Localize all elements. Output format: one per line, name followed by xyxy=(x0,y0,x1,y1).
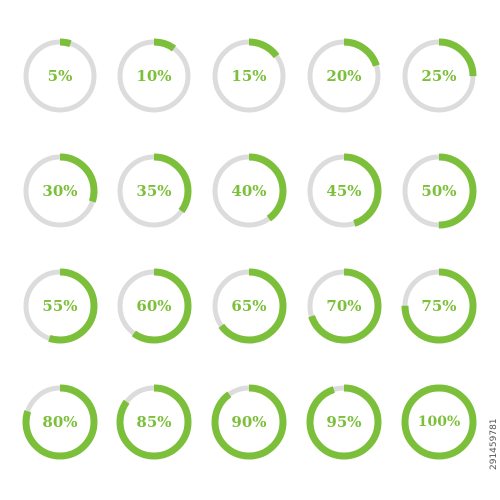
progress-ring-35: 35% xyxy=(116,153,192,229)
ring-percent-label: 75% xyxy=(421,297,457,315)
ring-progress-arc xyxy=(211,38,287,114)
progress-ring-30: 30% xyxy=(22,153,98,229)
ring-progress-arc xyxy=(116,153,192,229)
progress-ring-25: 25% xyxy=(401,38,477,114)
progress-ring-40: 40% xyxy=(211,153,287,229)
ring-percent-label: 40% xyxy=(231,182,267,200)
ring-progress-arc xyxy=(211,153,287,229)
ring-progress-arc xyxy=(22,38,98,114)
progress-ring-60: 60% xyxy=(116,268,192,344)
ring-progress-arc xyxy=(401,384,477,460)
progress-ring-65: 65% xyxy=(211,268,287,344)
ring-progress-arc xyxy=(306,384,382,460)
progress-ring-10: 10% xyxy=(116,38,192,114)
ring-percent-label: 20% xyxy=(326,67,362,85)
ring-progress-arc xyxy=(116,384,192,460)
ring-progress-arc xyxy=(401,268,477,344)
progress-ring-95: 95% xyxy=(306,384,382,460)
ring-progress-arc xyxy=(306,153,382,229)
ring-percent-label: 35% xyxy=(136,182,172,200)
ring-progress-arc xyxy=(116,38,192,114)
progress-ring-100: 100% xyxy=(401,384,477,460)
ring-percent-label: 95% xyxy=(326,413,362,431)
progress-ring-75: 75% xyxy=(401,268,477,344)
ring-percent-label: 85% xyxy=(136,413,172,431)
ring-progress-arc xyxy=(401,38,477,114)
ring-progress-arc xyxy=(306,268,382,344)
ring-progress-arc xyxy=(306,38,382,114)
stock-id-text: 291459781 xyxy=(489,418,499,470)
ring-percent-label: 100% xyxy=(417,414,461,430)
stock-id-watermark: 291459781 xyxy=(489,418,499,480)
ring-percent-label: 25% xyxy=(421,67,457,85)
progress-ring-90: 90% xyxy=(211,384,287,460)
ring-percent-label: 55% xyxy=(42,297,78,315)
progress-ring-50: 50% xyxy=(401,153,477,229)
ring-percent-label: 10% xyxy=(136,67,172,85)
ring-percent-label: 80% xyxy=(42,413,78,431)
ring-percent-label: 5% xyxy=(47,67,73,85)
progress-ring-15: 15% xyxy=(211,38,287,114)
ring-percent-label: 45% xyxy=(326,182,362,200)
ring-percent-label: 60% xyxy=(136,297,172,315)
ring-percent-label: 15% xyxy=(231,67,267,85)
ring-percent-label: 65% xyxy=(231,297,267,315)
ring-progress-arc xyxy=(22,153,98,229)
progress-ring-85: 85% xyxy=(116,384,192,460)
ring-progress-arc xyxy=(211,384,287,460)
ring-percent-label: 70% xyxy=(326,297,362,315)
progress-ring-55: 55% xyxy=(22,268,98,344)
ring-progress-arc xyxy=(22,268,98,344)
progress-ring-5: 5% xyxy=(22,38,98,114)
ring-progress-arc xyxy=(116,268,192,344)
ring-percent-label: 30% xyxy=(42,182,78,200)
ring-progress-arc xyxy=(401,153,477,229)
progress-ring-80: 80% xyxy=(22,384,98,460)
ring-progress-arc xyxy=(22,384,98,460)
progress-ring-70: 70% xyxy=(306,268,382,344)
ring-percent-label: 50% xyxy=(421,182,457,200)
progress-ring-20: 20% xyxy=(306,38,382,114)
ring-progress-arc xyxy=(211,268,287,344)
ring-percent-label: 90% xyxy=(231,413,267,431)
progress-ring-45: 45% xyxy=(306,153,382,229)
